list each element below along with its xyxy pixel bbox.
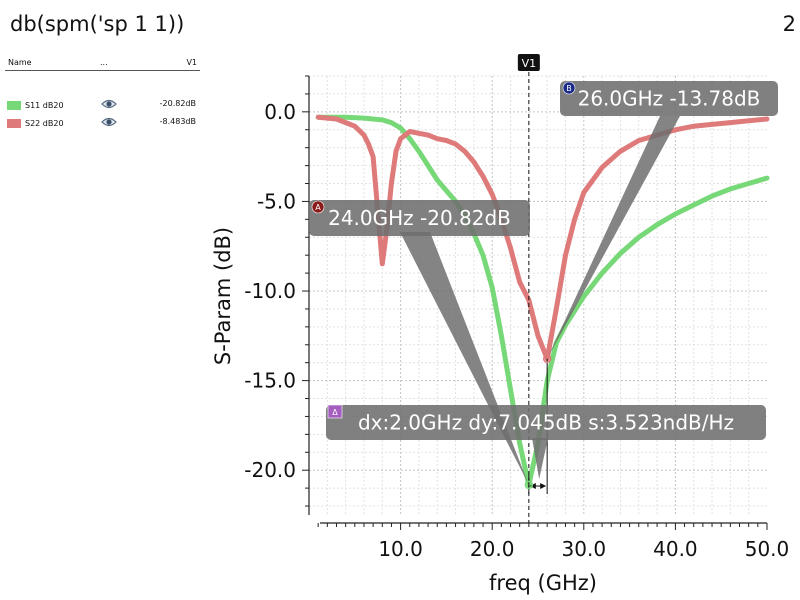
- axes: 10.0 20.0 30.0 40.0 50.0 0.0 -5.0 -10.0 -15.0 -20…: [211, 75, 790, 595]
- marker-b-point[interactable]: [542, 354, 552, 364]
- series-group: [315, 114, 770, 488]
- eye-icon[interactable]: [101, 98, 117, 110]
- legend-col-name: Name: [8, 58, 32, 67]
- delta-callout[interactable]: dx:2.0GHz dy:7.045dB s:3.523ndB/Hz Δ: [326, 404, 766, 440]
- marker-a-point[interactable]: [524, 480, 534, 490]
- cursor-label: V1: [522, 57, 537, 70]
- series-line-s11[interactable]: [315, 114, 770, 488]
- series-value: -8.483dB: [159, 117, 196, 126]
- legend-col-value: V1: [186, 58, 197, 67]
- marker-b-pointer: [547, 116, 680, 359]
- legend-row-s11[interactable]: S11 dB20 -20.82dB: [5, 95, 200, 113]
- marker-a-callout-text: 24.0GHz -20.82dB: [328, 206, 511, 230]
- x-tick-label: 30.0: [562, 537, 607, 561]
- marker-b-callout[interactable]: 26.0GHz -13.78dB B: [560, 81, 778, 116]
- legend-row-s22[interactable]: S22 dB20 -8.483dB: [5, 113, 200, 131]
- delta-callout-box: [326, 405, 766, 440]
- delta-callout-badge-label: Δ: [332, 408, 338, 417]
- x-tick-label: 10.0: [378, 537, 423, 561]
- delta-callout-badge: [327, 404, 343, 419]
- plot-title: db(spm('sp 1 1)): [10, 12, 185, 36]
- series-name: S11 dB20: [25, 101, 64, 110]
- marker-a-callout-box: [309, 200, 530, 236]
- x-tick-label: 20.0: [470, 537, 515, 561]
- cursor-tag[interactable]: [517, 54, 540, 71]
- delta-pointer: [532, 438, 548, 480]
- y-tick-label: 0.0: [264, 100, 296, 124]
- y-axis-label: S-Param (dB): [211, 227, 235, 365]
- y-tick-label: -10.0: [244, 279, 296, 303]
- marker-a-callout-badge-label: A: [315, 203, 321, 212]
- legend-table: Name ... V1 S11 dB20 -20.82dB S22 dB20 -…: [5, 56, 200, 131]
- eye-icon[interactable]: [101, 116, 117, 128]
- marker-b-callout-text: 26.0GHz -13.78dB: [578, 87, 761, 111]
- series-name: S22 dB20: [25, 119, 64, 128]
- marker-b-callout-badge: [562, 81, 576, 95]
- delta-arrow-right: [540, 483, 547, 489]
- marker-b-callout-box: [560, 81, 778, 116]
- x-tick-label: 50.0: [745, 537, 790, 561]
- annotations[interactable]: V1 24.0GHz -20.82dB A 26.0GHz -13.78dB Bdx:2…: [309, 54, 778, 523]
- marker-a-pointer: [400, 232, 529, 485]
- series-swatch: [7, 101, 21, 110]
- legend-col-visible: ...: [100, 58, 108, 67]
- marker-b-callout-badge-label: B: [566, 84, 572, 93]
- x-tick-label: 40.0: [653, 537, 698, 561]
- y-tick-label: -5.0: [257, 189, 296, 213]
- legend-header: Name ... V1: [5, 56, 200, 71]
- series-line-s22[interactable]: [315, 114, 770, 362]
- marker-a-callout[interactable]: 24.0GHz -20.82dB A: [309, 200, 530, 236]
- delta-callout-text: dx:2.0GHz dy:7.045dB s:3.523ndB/Hz: [358, 411, 734, 435]
- marker-a-callout-badge: [311, 200, 325, 214]
- x-axis-label: freq (GHz): [489, 571, 597, 595]
- y-tick-label: -20.0: [244, 458, 296, 482]
- y-tick-label: -15.0: [244, 369, 296, 393]
- page-number: 2: [782, 12, 796, 36]
- series-value: -20.82dB: [159, 99, 196, 108]
- series-swatch: [7, 119, 21, 128]
